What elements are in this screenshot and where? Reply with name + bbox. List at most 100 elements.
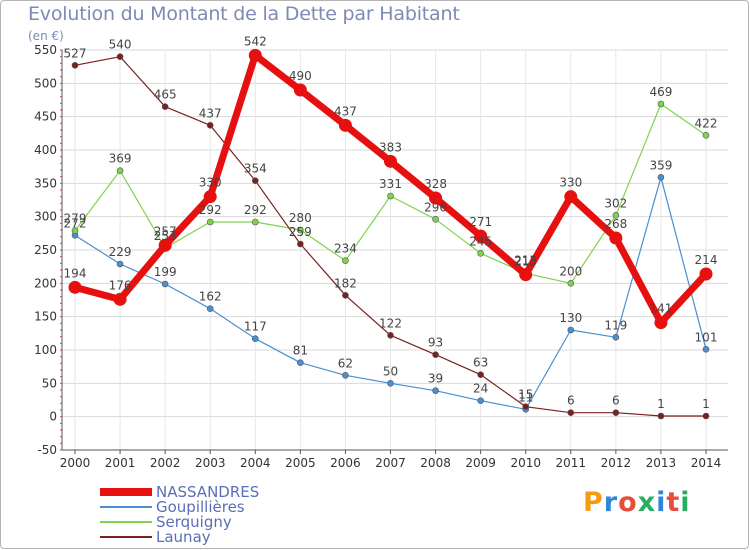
data-point [206,122,214,129]
legend-label: Serquigny [156,513,232,531]
data-label: 1 [657,397,665,411]
data-label: 234 [334,242,357,256]
data-point [477,397,484,404]
data-label: 272 [64,216,87,230]
y-tick-label: 550 [34,43,57,57]
data-label: 15 [518,388,533,402]
data-label: 229 [109,245,132,259]
data-point [113,292,127,306]
data-point [612,409,620,416]
data-point [474,229,488,243]
y-tick-label: 200 [34,276,57,290]
data-label: 259 [289,225,312,239]
data-label: 182 [334,276,357,290]
data-label: 302 [604,196,627,210]
x-tick-label: 2001 [105,456,136,470]
logo-letter: i [680,487,691,518]
data-label: 540 [109,38,132,52]
y-tick-label: 500 [34,76,57,90]
data-point [206,218,214,226]
data-point [432,387,439,394]
legend-swatch [100,536,152,538]
data-point [387,332,394,339]
data-point [116,167,124,174]
data-point [203,190,217,204]
data-point [342,292,349,299]
data-label: 24 [473,382,488,396]
data-point [342,372,349,379]
data-point [654,316,668,330]
data-point [297,226,304,234]
data-point [432,351,439,358]
legend-swatch [100,488,152,496]
data-label: 39 [428,372,443,386]
data-point [387,192,394,200]
logo-letter: i [656,487,667,518]
data-label: 245 [469,234,492,248]
y-tick-label: 150 [34,310,57,324]
data-point [387,380,394,387]
data-label: 268 [604,217,627,231]
data-label: 6 [567,394,575,408]
data-point [699,267,713,281]
logo-letter: t [666,487,681,518]
data-point [161,280,169,288]
data-label: 50 [383,364,398,378]
data-point [251,218,259,226]
x-tick-label: 2007 [375,456,406,470]
data-label: 199 [154,265,177,279]
data-point [251,335,259,342]
x-tick-label: 2009 [465,456,496,470]
data-point [567,280,575,287]
logo-letter: x [637,487,657,518]
x-tick-label: 2005 [285,456,316,470]
data-label: 1 [702,397,710,411]
data-point [338,118,352,132]
legend-label: NASSANDRES [156,483,260,501]
data-point [609,231,623,245]
data-label: 101 [695,330,718,344]
data-label: 437 [334,104,357,118]
chart-unit: (en €) [28,29,64,43]
proxiti-logo: Proxiti [583,487,691,518]
data-point [564,190,578,204]
logo-letter: o [618,487,638,518]
data-point [477,250,484,257]
data-point [702,346,710,353]
data-label: 162 [199,290,222,304]
data-label: 292 [199,203,222,217]
data-point [158,238,172,252]
data-label: 437 [199,106,222,120]
data-label: 176 [109,278,132,292]
data-label: 469 [649,85,672,99]
data-label: 6 [612,394,620,408]
data-label: 296 [424,200,447,214]
data-label: 354 [244,162,267,176]
y-tick-label: 50 [42,376,57,390]
x-tick-label: 2013 [646,456,677,470]
data-point [567,409,575,416]
y-tick-label: 100 [34,343,57,357]
data-point [657,174,665,181]
legend-label: Goupillières [156,498,245,516]
data-point [71,62,79,69]
data-point [251,177,259,184]
data-label: 253 [154,229,177,243]
logo-letter: P [583,487,604,518]
data-label: 117 [244,320,267,334]
data-point [519,268,533,282]
data-label: 271 [469,215,492,229]
x-tick-label: 2012 [601,456,632,470]
data-point [297,240,304,248]
data-point [702,132,710,139]
data-point [161,103,169,110]
data-point [657,412,665,420]
y-tick-label: 250 [34,243,57,257]
data-label: 331 [379,177,402,191]
data-label: 63 [473,356,488,370]
y-tick-label: 400 [34,143,57,157]
data-label: 11 [518,390,533,404]
logo-letter: r [603,487,619,518]
